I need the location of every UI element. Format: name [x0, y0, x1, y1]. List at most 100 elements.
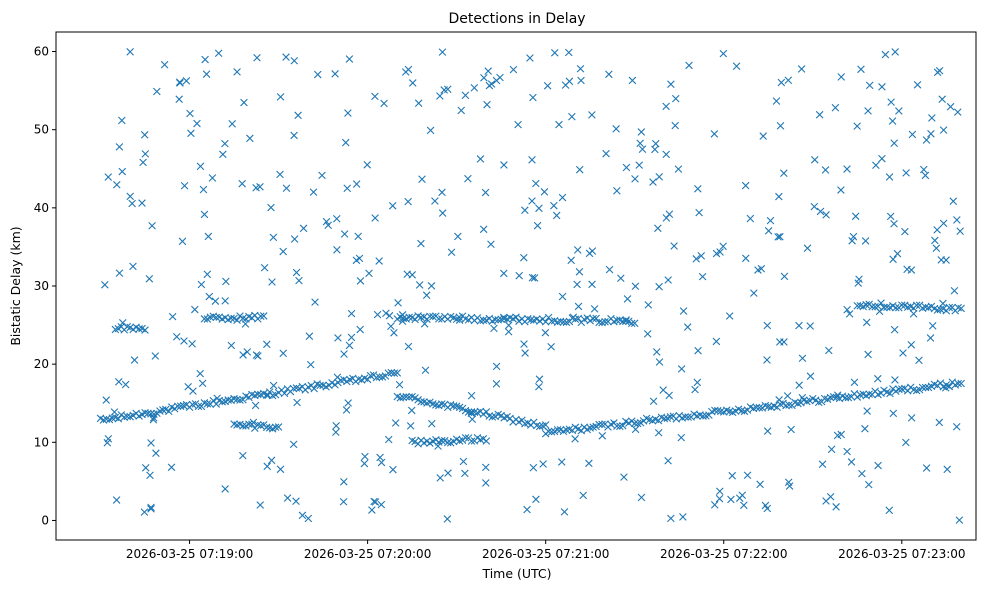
scatter-point — [677, 365, 686, 373]
scatter-point — [145, 275, 154, 283]
scatter-point — [175, 95, 183, 104]
scatter-point — [635, 161, 644, 169]
scatter-point — [194, 402, 203, 411]
scatter-point — [467, 391, 476, 400]
scatter-point — [848, 236, 856, 245]
scatter-point — [380, 99, 388, 108]
scatter-point — [806, 322, 814, 330]
scatter-point — [432, 401, 440, 409]
y-tick-label: 0 — [41, 513, 49, 527]
scatter-point — [552, 211, 561, 220]
y-axis-label: Bistatic Delay (km) — [8, 226, 23, 345]
scatter-point — [895, 107, 903, 115]
scatter-point — [294, 111, 302, 120]
scatter-point — [427, 282, 436, 290]
scatter-point — [931, 236, 939, 245]
scatter-point — [246, 134, 254, 143]
scatter-point — [282, 53, 290, 61]
scatter-point — [865, 81, 874, 90]
scatter-point — [101, 281, 109, 289]
scatter-point — [530, 274, 539, 282]
scatter-point — [613, 187, 621, 195]
scatter-point — [831, 103, 840, 112]
scatter-point — [176, 79, 184, 87]
scatter-point — [616, 422, 624, 431]
scatter-point — [750, 289, 758, 297]
scatter-point — [164, 407, 173, 416]
scatter-point — [886, 389, 894, 398]
scatter-point — [783, 392, 792, 400]
scatter-point — [845, 310, 854, 318]
scatter-point — [147, 410, 155, 418]
scatter-point — [468, 415, 477, 424]
scatter-point — [316, 381, 324, 390]
scatter-point — [126, 48, 134, 56]
scatter-point — [147, 503, 155, 512]
x-axis-label: Time (UTC) — [481, 566, 551, 581]
scatter-point — [741, 181, 750, 190]
scatter-point — [239, 422, 247, 430]
scatter-point — [877, 299, 885, 307]
scatter-point — [547, 317, 556, 326]
scatter-point — [214, 49, 223, 58]
scatter-point — [679, 513, 687, 521]
scatter-point — [485, 81, 494, 90]
scatter-point — [666, 412, 675, 421]
y-tick-label: 50 — [34, 123, 49, 137]
scatter-point — [921, 383, 930, 392]
scatter-point — [310, 384, 318, 393]
scatter-point — [902, 438, 910, 447]
scatter-point — [716, 487, 724, 496]
scatter-point — [630, 419, 639, 428]
scatter-point — [305, 332, 314, 341]
scatter-point — [375, 373, 384, 381]
scatter-point — [901, 227, 909, 236]
scatter-point — [763, 321, 772, 330]
scatter-point — [198, 379, 207, 388]
scatter-point — [262, 423, 271, 432]
scatter-point — [289, 384, 298, 393]
scatter-point — [404, 342, 413, 351]
scatter-point — [674, 165, 683, 173]
scatter-point — [550, 49, 559, 57]
scatter-point — [455, 313, 464, 321]
scatter-point — [417, 239, 425, 248]
scatter-point — [853, 122, 861, 130]
scatter-point — [387, 322, 395, 331]
scatter-point — [927, 130, 935, 138]
scatter-point — [377, 458, 386, 467]
scatter-point — [135, 325, 143, 333]
scatter-point — [782, 401, 790, 410]
scatter-point — [620, 473, 628, 481]
scatter-point — [651, 145, 659, 154]
scatter-point — [681, 413, 689, 421]
scatter-point — [115, 269, 124, 277]
scatter-point — [256, 421, 265, 430]
scatter-point — [710, 130, 719, 138]
scatter-point — [776, 232, 784, 241]
scatter-point — [340, 350, 348, 358]
scatter-point — [843, 447, 851, 456]
scatter-point — [180, 181, 189, 190]
scatter-point — [777, 78, 786, 87]
scatter-point — [341, 138, 350, 147]
scatter-point — [249, 418, 258, 427]
scatter-point — [492, 380, 501, 388]
scatter-point — [775, 192, 783, 201]
scatter-point — [352, 180, 361, 188]
scatter-point — [659, 386, 667, 394]
scatter-point — [103, 438, 112, 447]
scatter-point — [333, 246, 341, 254]
scatter-point — [298, 511, 307, 520]
scatter-point — [304, 514, 313, 523]
scatter-point — [922, 464, 931, 472]
scatter-point — [211, 297, 220, 305]
scatter-point — [388, 201, 397, 210]
scatter-point — [398, 311, 407, 319]
scatter-point — [274, 423, 283, 431]
scatter-point — [692, 255, 701, 263]
scatter-point — [535, 422, 544, 431]
scatter-point — [573, 280, 581, 289]
scatter-point — [956, 227, 964, 235]
